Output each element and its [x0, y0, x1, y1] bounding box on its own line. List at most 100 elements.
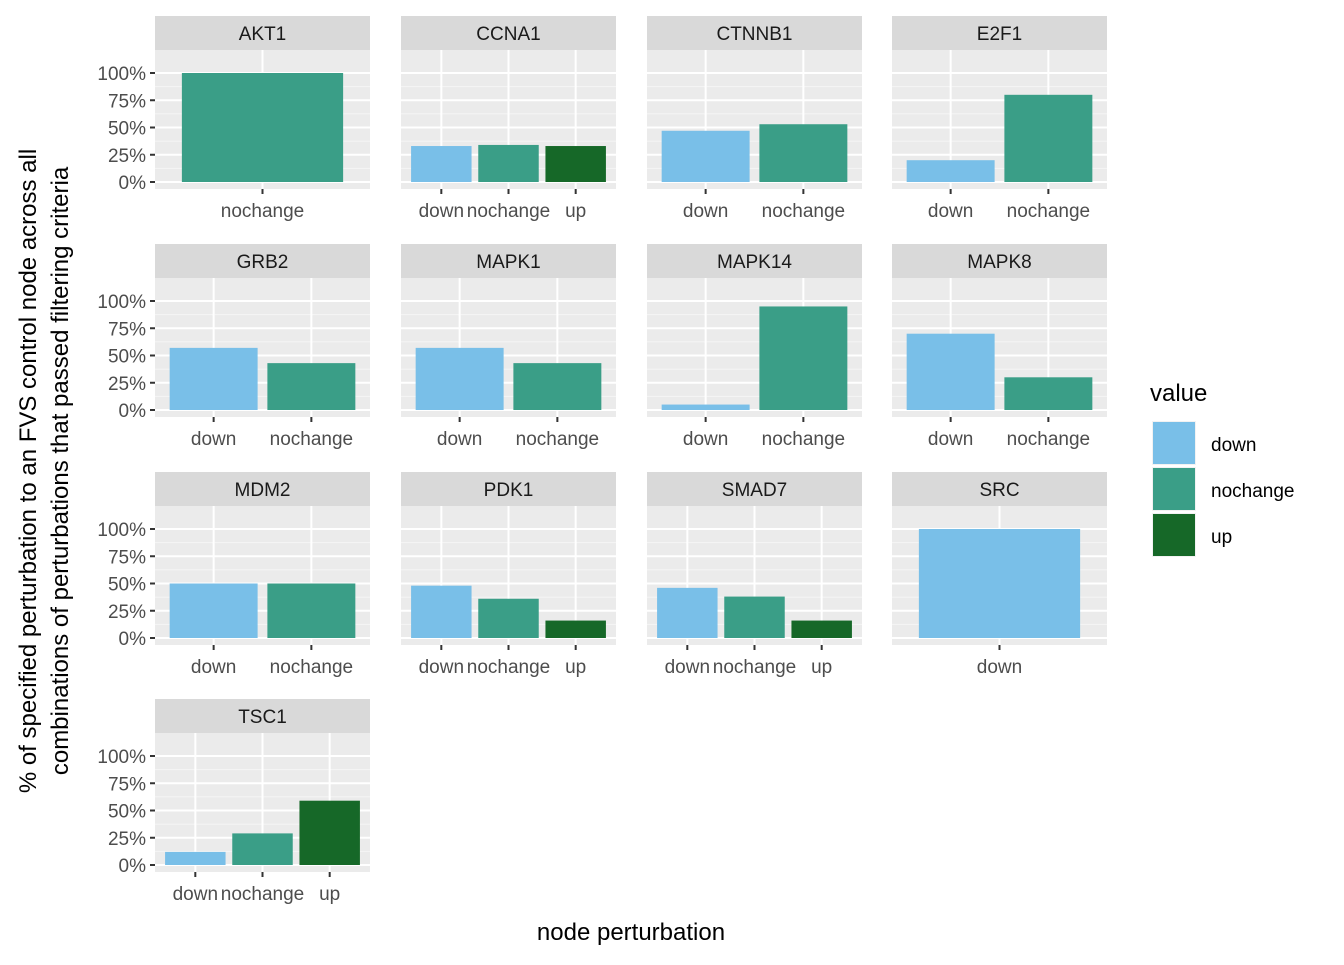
x-tick-label: down	[437, 429, 482, 450]
bar-mapk8-nochange	[1004, 377, 1093, 410]
y-tick-label: 75%	[108, 319, 146, 340]
bar-pdk1-down	[411, 585, 472, 638]
x-axis-title: node perturbation	[537, 919, 725, 946]
facet-title-mapk14: MAPK14	[717, 252, 792, 273]
legend-swatch-down	[1153, 422, 1195, 464]
bar-smad7-down	[657, 587, 718, 638]
x-tick-label: nochange	[713, 657, 796, 678]
y-tick-label: 0%	[119, 856, 147, 877]
x-tick-label: up	[565, 201, 586, 222]
x-tick-label: up	[811, 657, 832, 678]
y-tick-label: 50%	[108, 575, 146, 596]
y-tick-label: 75%	[108, 774, 146, 795]
bar-mapk1-down	[415, 347, 504, 410]
x-tick-label: nochange	[270, 657, 353, 678]
x-tick-label: down	[665, 657, 710, 678]
facet-strip-grb2	[155, 244, 370, 278]
facet-title-smad7: SMAD7	[722, 480, 787, 501]
y-tick-label: 100%	[97, 292, 146, 313]
facet-strip-pdk1	[401, 472, 616, 506]
legend-label-down: down	[1211, 435, 1256, 456]
bar-grb2-down	[169, 347, 258, 410]
y-tick-label: 100%	[97, 747, 146, 768]
bar-grb2-nochange	[267, 363, 356, 410]
facet-title-e2f1: E2F1	[977, 24, 1022, 45]
bar-smad7-nochange	[724, 596, 785, 638]
facet-title-src: SRC	[979, 480, 1019, 501]
legend-label-nochange: nochange	[1211, 481, 1294, 502]
facet-strip-mapk14	[647, 244, 862, 278]
facet-strip-ctnnb1	[647, 16, 862, 50]
bar-pdk1-nochange	[478, 598, 539, 638]
x-tick-label: nochange	[270, 429, 353, 450]
bar-e2f1-nochange	[1004, 94, 1093, 182]
bar-tsc1-nochange	[232, 833, 293, 865]
bar-mapk14-down	[661, 404, 750, 410]
y-tick-label: 50%	[108, 347, 146, 368]
y-axis-title-line-1: % of specified perturbation to an FVS co…	[15, 149, 42, 793]
bar-tsc1-down	[165, 851, 226, 865]
x-tick-label: down	[683, 429, 728, 450]
facet-strip-mapk8	[892, 244, 1107, 278]
x-tick-label: nochange	[516, 429, 599, 450]
bar-mapk8-down	[906, 333, 995, 410]
x-tick-label: down	[683, 201, 728, 222]
x-tick-label: down	[191, 429, 236, 450]
x-tick-label: nochange	[1007, 201, 1090, 222]
facet-strip-mapk1	[401, 244, 616, 278]
legend-swatch-up	[1153, 514, 1195, 556]
y-tick-label: 0%	[119, 401, 147, 422]
bar-tsc1-up	[299, 800, 360, 865]
bar-smad7-up	[791, 620, 852, 638]
x-tick-label: up	[565, 657, 586, 678]
bar-ctnnb1-down	[661, 130, 750, 182]
facet-title-mapk8: MAPK8	[967, 252, 1031, 273]
facet-strip-mdm2	[155, 472, 370, 506]
bar-ccna1-up	[545, 146, 606, 182]
x-tick-label: nochange	[221, 884, 304, 905]
x-tick-label: up	[319, 884, 340, 905]
facet-title-tsc1: TSC1	[238, 707, 287, 728]
y-tick-label: 100%	[97, 64, 146, 85]
facet-strip-akt1	[155, 16, 370, 50]
legend-swatch-nochange	[1153, 468, 1195, 510]
bar-src-down	[918, 529, 1081, 638]
y-tick-label: 75%	[108, 547, 146, 568]
x-tick-label: nochange	[762, 201, 845, 222]
x-tick-label: down	[419, 657, 464, 678]
y-tick-label: 0%	[119, 629, 147, 650]
x-tick-label: down	[928, 201, 973, 222]
bar-akt1-nochange	[181, 73, 344, 182]
y-tick-label: 0%	[119, 173, 147, 194]
y-tick-label: 50%	[108, 119, 146, 140]
y-tick-label: 75%	[108, 91, 146, 112]
bar-ccna1-down	[411, 146, 472, 182]
bar-mapk1-nochange	[513, 363, 602, 410]
x-tick-label: nochange	[1007, 429, 1090, 450]
bar-mdm2-down	[169, 583, 258, 638]
y-tick-label: 25%	[108, 146, 146, 167]
y-tick-label: 100%	[97, 520, 146, 541]
bar-mapk14-nochange	[759, 306, 848, 410]
facet-title-pdk1: PDK1	[484, 480, 534, 501]
x-tick-label: down	[928, 429, 973, 450]
x-tick-label: down	[173, 884, 218, 905]
facet-title-akt1: AKT1	[239, 24, 287, 45]
x-tick-label: down	[977, 657, 1022, 678]
bar-e2f1-down	[906, 160, 995, 182]
bar-ctnnb1-nochange	[759, 124, 848, 182]
facet-title-ctnnb1: CTNNB1	[716, 24, 792, 45]
x-tick-label: nochange	[221, 201, 304, 222]
legend-title: value	[1150, 380, 1207, 407]
x-tick-label: nochange	[467, 201, 550, 222]
facet-strip-ccna1	[401, 16, 616, 50]
facet-strip-tsc1	[155, 699, 370, 733]
facet-title-grb2: GRB2	[237, 252, 289, 273]
bar-mdm2-nochange	[267, 583, 356, 638]
x-tick-label: down	[191, 657, 236, 678]
facet-title-mapk1: MAPK1	[476, 252, 540, 273]
x-tick-label: down	[419, 201, 464, 222]
facet-strip-src	[892, 472, 1107, 506]
